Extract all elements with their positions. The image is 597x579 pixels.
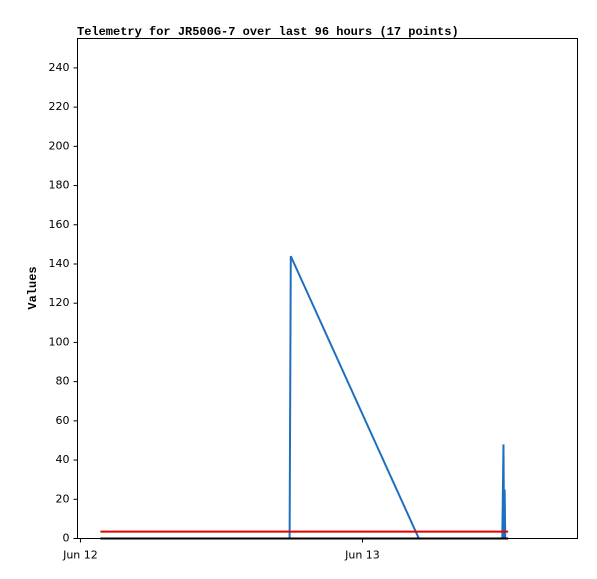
y-tick-label: 40 xyxy=(56,453,70,466)
y-tick-label: 240 xyxy=(49,61,70,74)
y-tick-label: 220 xyxy=(49,100,70,113)
y-tick-label: 160 xyxy=(49,218,70,231)
y-axis-label: Values xyxy=(26,266,40,309)
y-tick-label: 180 xyxy=(49,179,70,192)
y-tick-label: 0 xyxy=(63,532,70,545)
series-line xyxy=(100,255,509,540)
chart-title: Telemetry for JR500G-7 over last 96 hour… xyxy=(77,25,459,39)
y-tick-label: 140 xyxy=(49,257,70,270)
y-tick-label: 120 xyxy=(49,296,70,309)
y-tick-label: 80 xyxy=(56,375,70,388)
y-tick-label: 20 xyxy=(56,492,70,505)
x-tick-label: Jun 12 xyxy=(62,549,98,562)
x-tick-label: Jun 13 xyxy=(344,549,380,562)
y-tick-label: 60 xyxy=(56,414,70,427)
y-tick-label: 100 xyxy=(49,335,70,348)
y-tick-label: 200 xyxy=(49,139,70,152)
